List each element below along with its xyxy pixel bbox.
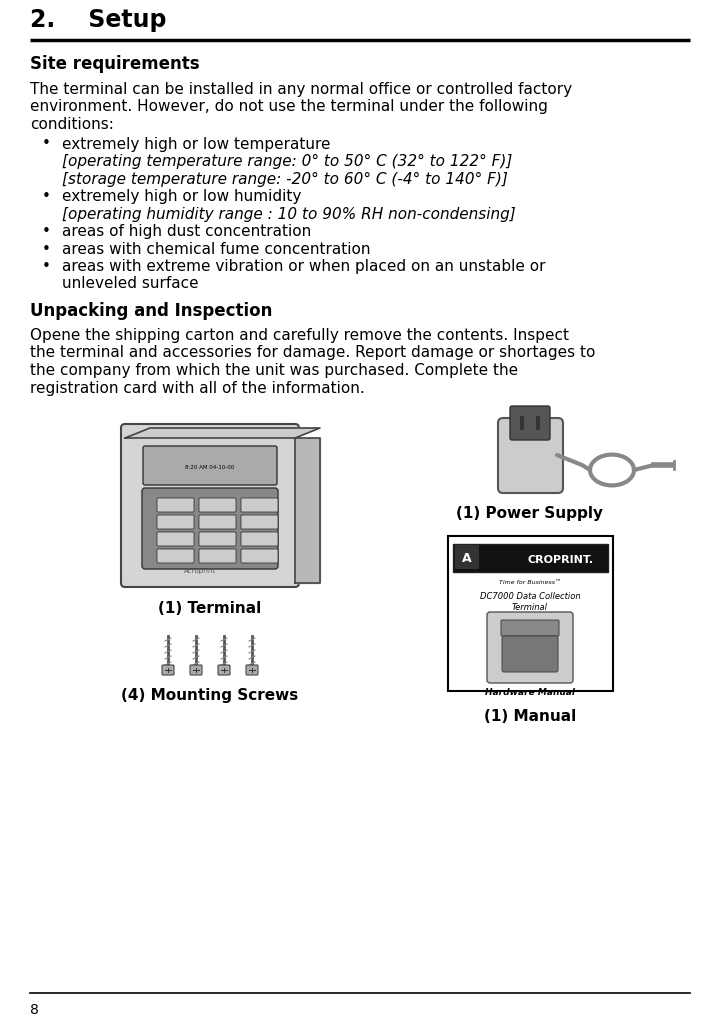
- Text: •: •: [42, 224, 51, 239]
- Text: [operating temperature range: 0° to 50° C (32° to 122° F)]: [operating temperature range: 0° to 50° …: [62, 154, 513, 169]
- Polygon shape: [295, 438, 320, 583]
- Text: Unpacking and Inspection: Unpacking and Inspection: [30, 302, 272, 320]
- Text: conditions:: conditions:: [30, 117, 114, 132]
- Text: •: •: [42, 189, 51, 204]
- Text: •: •: [42, 241, 51, 257]
- Text: areas with extreme vibration or when placed on an unstable or: areas with extreme vibration or when pla…: [62, 259, 546, 274]
- FancyBboxPatch shape: [199, 515, 236, 529]
- FancyBboxPatch shape: [448, 536, 613, 691]
- FancyBboxPatch shape: [199, 549, 236, 563]
- Text: extremely high or low temperature: extremely high or low temperature: [62, 136, 330, 151]
- Text: 8: 8: [30, 1003, 39, 1017]
- FancyBboxPatch shape: [199, 498, 236, 512]
- FancyBboxPatch shape: [142, 488, 278, 569]
- FancyBboxPatch shape: [162, 665, 174, 675]
- FancyBboxPatch shape: [157, 515, 194, 529]
- Text: 2.    Setup: 2. Setup: [30, 8, 166, 32]
- Text: Terminal: Terminal: [512, 603, 548, 612]
- Text: Hardware Manual: Hardware Manual: [485, 688, 575, 697]
- FancyBboxPatch shape: [157, 498, 194, 512]
- Text: (4) Mounting Screws: (4) Mounting Screws: [122, 688, 299, 703]
- Text: [storage temperature range: -20° to 60° C (-4° to 140° F)]: [storage temperature range: -20° to 60° …: [62, 172, 508, 186]
- Text: (1) Manual: (1) Manual: [484, 709, 576, 724]
- Text: areas with chemical fume concentration: areas with chemical fume concentration: [62, 241, 371, 257]
- FancyBboxPatch shape: [502, 636, 558, 672]
- Text: the company from which the unit was purchased. Complete the: the company from which the unit was purc…: [30, 363, 518, 379]
- Text: [operating humidity range : 10 to 90% RH non-condensing]: [operating humidity range : 10 to 90% RH…: [62, 207, 516, 222]
- Text: (1) Terminal: (1) Terminal: [158, 601, 261, 616]
- FancyBboxPatch shape: [501, 620, 559, 636]
- Text: Site requirements: Site requirements: [30, 55, 199, 73]
- Text: DC7000 Data Collection: DC7000 Data Collection: [480, 592, 580, 601]
- Text: Opene the shipping carton and carefully remove the contents. Inspect: Opene the shipping carton and carefully …: [30, 328, 569, 343]
- Text: (1) Power Supply: (1) Power Supply: [456, 506, 603, 521]
- Text: Acroprint: Acroprint: [184, 568, 216, 574]
- Text: A: A: [462, 552, 472, 566]
- FancyBboxPatch shape: [455, 545, 479, 569]
- FancyBboxPatch shape: [199, 532, 236, 546]
- Text: environment. However, do not use the terminal under the following: environment. However, do not use the ter…: [30, 99, 548, 115]
- FancyBboxPatch shape: [143, 446, 277, 485]
- Text: CROPRINT.: CROPRINT.: [528, 555, 594, 565]
- FancyBboxPatch shape: [157, 532, 194, 546]
- Text: registration card with all of the information.: registration card with all of the inform…: [30, 381, 365, 396]
- FancyBboxPatch shape: [121, 424, 299, 587]
- Polygon shape: [125, 428, 320, 438]
- FancyBboxPatch shape: [453, 544, 608, 572]
- FancyBboxPatch shape: [241, 532, 278, 546]
- Text: extremely high or low humidity: extremely high or low humidity: [62, 189, 302, 204]
- FancyBboxPatch shape: [218, 665, 230, 675]
- Text: •: •: [42, 259, 51, 274]
- Text: areas of high dust concentration: areas of high dust concentration: [62, 224, 311, 239]
- Text: the terminal and accessories for damage. Report damage or shortages to: the terminal and accessories for damage.…: [30, 346, 595, 360]
- Text: Time for Business™: Time for Business™: [499, 580, 561, 585]
- FancyBboxPatch shape: [246, 665, 258, 675]
- Text: •: •: [42, 136, 51, 151]
- Text: The terminal can be installed in any normal office or controlled factory: The terminal can be installed in any nor…: [30, 82, 572, 97]
- FancyBboxPatch shape: [241, 498, 278, 512]
- FancyBboxPatch shape: [510, 406, 550, 440]
- FancyBboxPatch shape: [487, 612, 573, 683]
- FancyBboxPatch shape: [241, 549, 278, 563]
- FancyBboxPatch shape: [498, 418, 563, 493]
- Text: 8:20 AM 04-10-00: 8:20 AM 04-10-00: [185, 465, 235, 470]
- FancyBboxPatch shape: [190, 665, 202, 675]
- Text: unleveled surface: unleveled surface: [62, 276, 199, 292]
- FancyBboxPatch shape: [241, 515, 278, 529]
- FancyBboxPatch shape: [157, 549, 194, 563]
